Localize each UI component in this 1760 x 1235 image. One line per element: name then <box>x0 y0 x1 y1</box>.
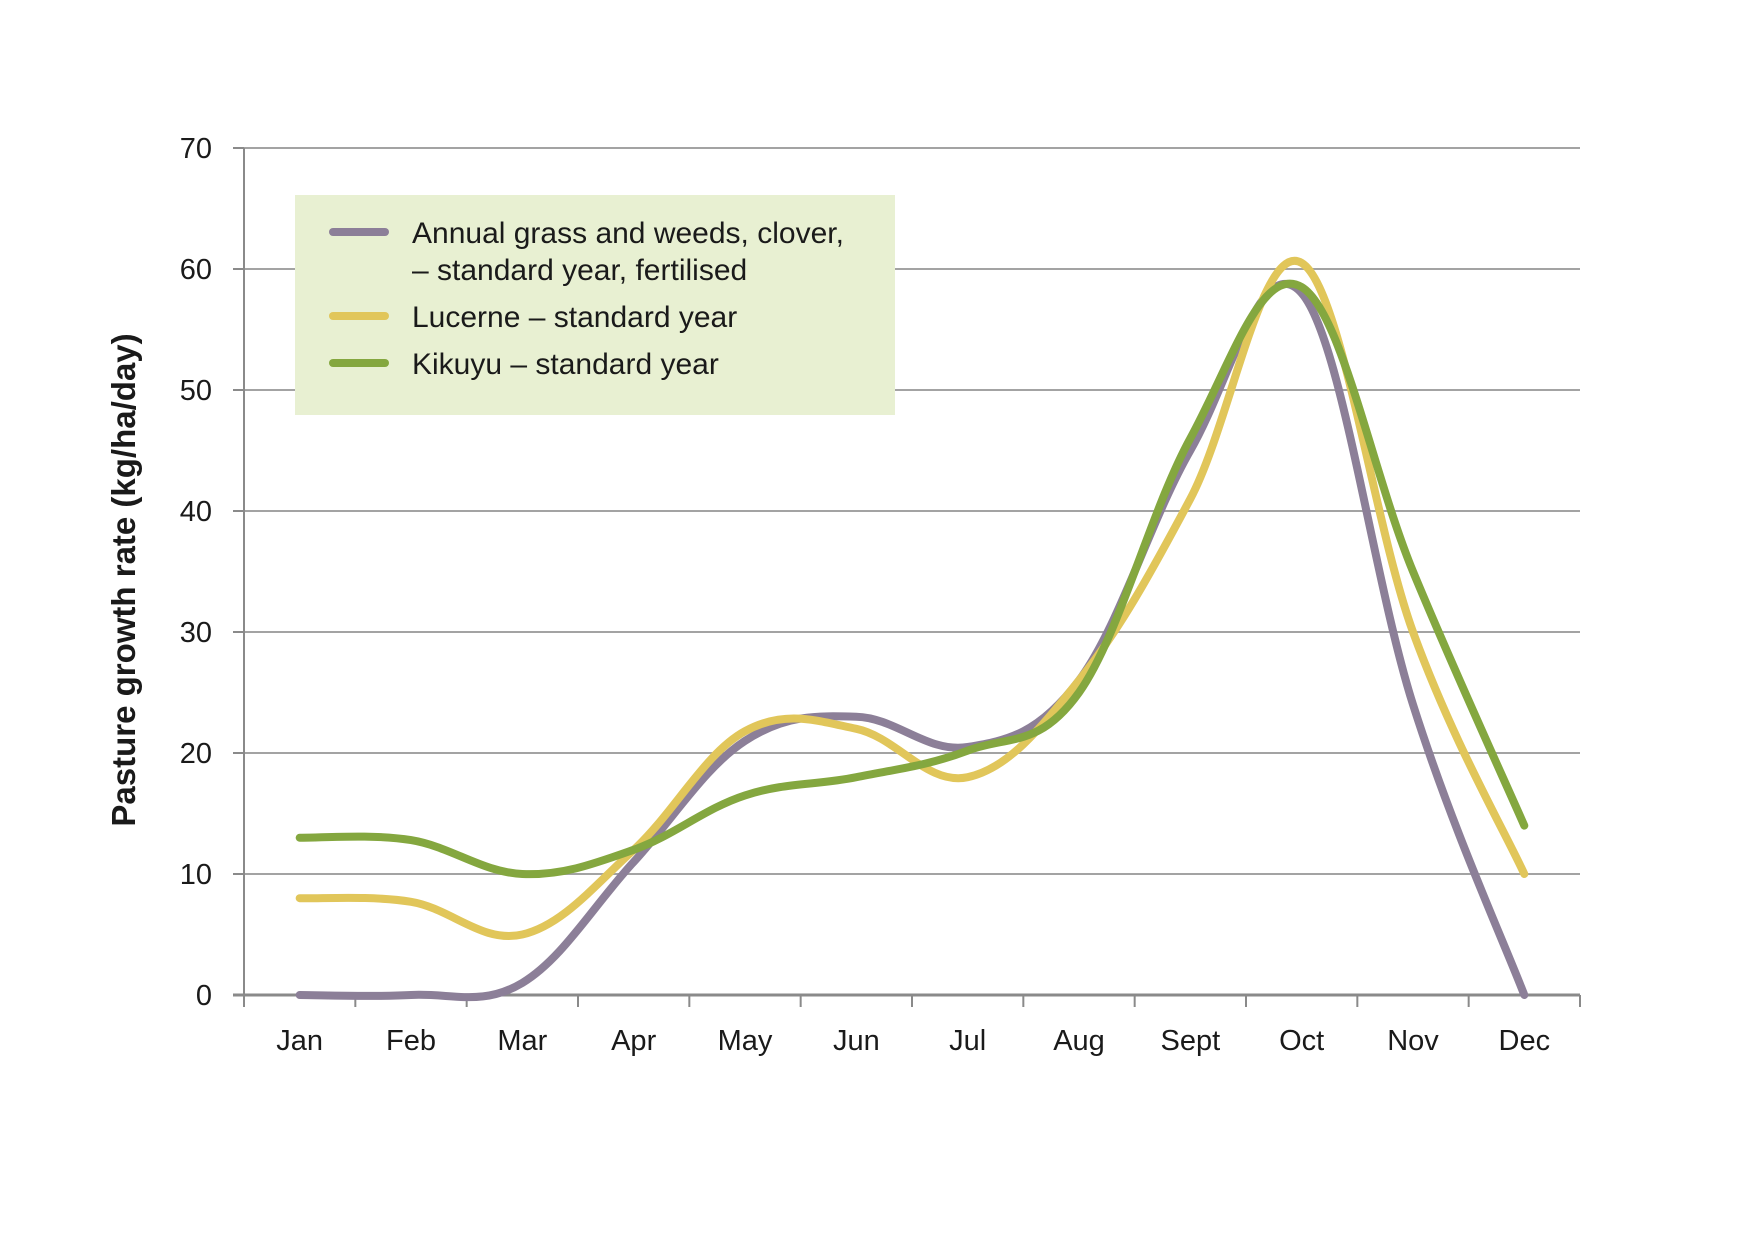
legend-label: Annual grass and weeds, clover, <box>412 217 844 250</box>
x-tick-label: Feb <box>386 1025 436 1057</box>
x-tick-label: Jul <box>949 1025 986 1057</box>
x-tick-labels: Jan Feb Mar Apr May Jun Jul Aug Sept Oct Nov Dec <box>276 1025 1550 1057</box>
series-lines <box>295 256 1529 1002</box>
y-tick-label: 30 <box>180 617 212 649</box>
legend-box <box>295 195 895 415</box>
x-tick-label: Jan <box>276 1025 323 1057</box>
x-tick-label: Aug <box>1053 1025 1105 1057</box>
x-tick-label: May <box>718 1025 773 1057</box>
x-tick-label: Sept <box>1160 1025 1220 1057</box>
y-tick-label: 20 <box>180 738 212 770</box>
y-tick-label: 0 <box>196 980 212 1012</box>
x-tick-label: Oct <box>1279 1025 1324 1057</box>
series-line <box>295 279 1529 879</box>
x-tick-label: Mar <box>497 1025 547 1057</box>
legend-item: Annual grass and weeds, clover, – standar… <box>329 217 844 287</box>
legend: Annual grass and weeds, clover, – standar… <box>295 195 895 415</box>
y-tick-labels: 0 10 20 30 40 50 60 70 <box>180 133 212 1012</box>
legend-item: Lucerne – standard year <box>329 301 737 334</box>
legend-label: Kikuyu – standard year <box>412 348 719 381</box>
series-line <box>295 256 1529 940</box>
legend-label: Lucerne – standard year <box>412 301 737 334</box>
x-tick-label: Dec <box>1499 1025 1551 1057</box>
x-tick-label: Jun <box>833 1025 880 1057</box>
x-tick-label: Apr <box>611 1025 656 1057</box>
y-axis-title: Pasture growth rate (kg/ha/day) <box>105 333 142 826</box>
y-tick-label: 40 <box>180 496 212 528</box>
series-1 <box>295 256 1529 940</box>
x-tick-label: Nov <box>1387 1025 1439 1057</box>
y-tick-label: 70 <box>180 133 212 165</box>
legend-label: – standard year, fertilised <box>412 254 747 287</box>
series-2 <box>295 279 1529 879</box>
y-tick-label: 50 <box>180 375 212 407</box>
legend-item: Kikuyu – standard year <box>329 348 719 381</box>
y-tick-label: 10 <box>180 859 212 891</box>
y-tick-label: 60 <box>180 254 212 286</box>
